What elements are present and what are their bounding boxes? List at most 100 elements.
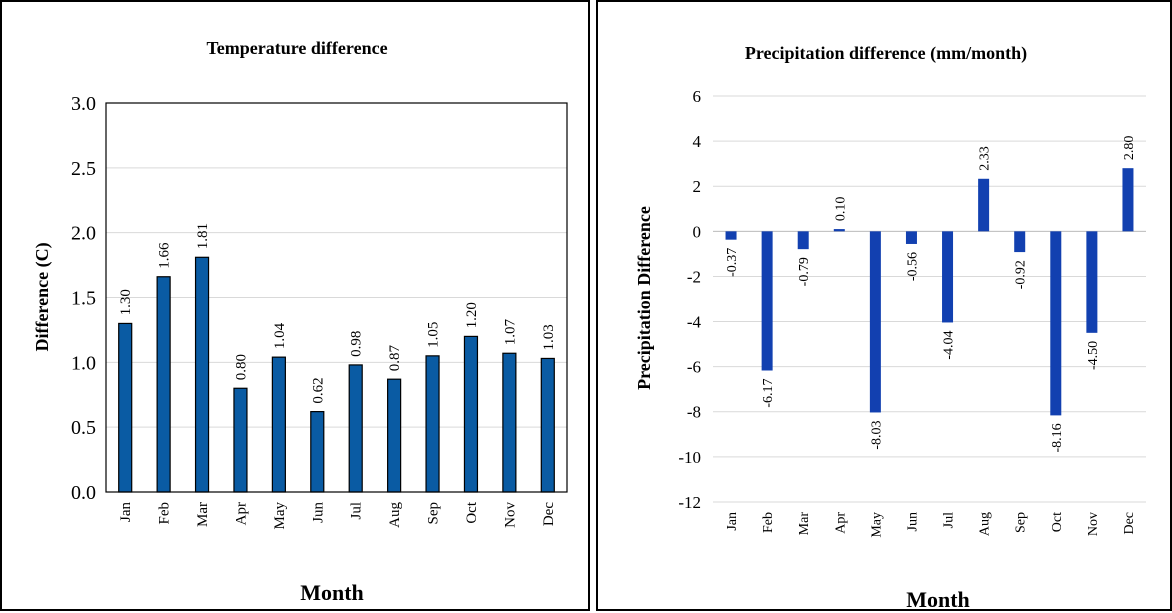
x-tick-label: Jan xyxy=(118,502,134,522)
data-label: 1.07 xyxy=(502,319,518,346)
data-label: 0.80 xyxy=(233,354,249,380)
y-tick-label: 2.0 xyxy=(71,223,96,245)
data-label: -0.92 xyxy=(1014,260,1029,289)
temperature-chart-panel: Temperature difference Month Difference … xyxy=(0,0,590,611)
y-tick-label: 0 xyxy=(693,222,702,241)
bar-dec xyxy=(1122,168,1134,232)
y-tick-label: -4 xyxy=(687,313,702,332)
bar-apr xyxy=(233,387,248,493)
x-tick-label: Apr xyxy=(833,512,848,534)
temperature-chart: Temperature difference Month Difference … xyxy=(32,38,568,605)
precipitation-chart-x-axis-label: Month xyxy=(906,587,970,612)
x-tick-label: May xyxy=(272,502,288,530)
y-tick-label: 2.5 xyxy=(71,158,96,180)
y-tick-label: 3.0 xyxy=(71,93,96,115)
bar-jul xyxy=(348,364,363,493)
x-tick-label: Jul xyxy=(942,512,957,528)
bar-jun xyxy=(310,411,325,493)
x-tick-label: Sep xyxy=(1014,512,1029,533)
x-tick-label: Jun xyxy=(310,502,326,523)
data-label: -8.03 xyxy=(869,420,884,449)
precipitation-chart: Precipitation difference (mm/month) Mont… xyxy=(634,43,1146,612)
bar-oct xyxy=(1050,231,1062,416)
x-tick-label: Oct xyxy=(464,501,480,523)
y-tick-label: 2 xyxy=(693,177,702,196)
data-label: 0.98 xyxy=(349,331,365,357)
y-tick-label: 4 xyxy=(693,132,702,151)
precipitation-chart-title: Precipitation difference (mm/month) xyxy=(745,43,1027,64)
x-tick-label: Feb xyxy=(157,502,173,525)
x-tick-label: Nov xyxy=(1086,512,1101,536)
bar-may xyxy=(869,231,881,413)
x-tick-label: Jun xyxy=(905,512,920,531)
x-tick-label: Sep xyxy=(426,502,442,525)
data-label: 1.05 xyxy=(426,322,442,348)
bar-apr xyxy=(833,229,845,232)
y-tick-label: 0.0 xyxy=(71,482,96,504)
x-tick-label: Apr xyxy=(233,502,249,525)
bar-aug xyxy=(387,378,402,493)
data-label: -4.50 xyxy=(1086,341,1101,370)
y-tick-label: -12 xyxy=(678,493,701,512)
data-label: 0.87 xyxy=(387,344,403,371)
temperature-plot-frame xyxy=(105,102,568,493)
x-tick-label: Aug xyxy=(387,502,403,528)
x-tick-label: Mar xyxy=(797,512,812,536)
y-tick-label: -10 xyxy=(678,448,701,467)
y-tick-label: 1.5 xyxy=(71,288,96,310)
x-tick-label: Dec xyxy=(541,502,557,526)
data-label: 1.20 xyxy=(464,302,480,328)
data-label: -0.79 xyxy=(797,257,812,286)
bar-may xyxy=(271,356,286,493)
y-tick-label: -8 xyxy=(687,403,701,422)
data-label: 1.30 xyxy=(118,289,134,315)
data-label: 1.66 xyxy=(157,242,173,269)
x-tick-label: Nov xyxy=(502,502,518,528)
bar-nov xyxy=(502,352,517,493)
bar-feb xyxy=(761,231,773,371)
data-label: 1.03 xyxy=(541,324,557,350)
bar-nov xyxy=(1086,231,1098,333)
data-label: -0.56 xyxy=(905,252,920,281)
precipitation-chart-y-axis-label: Precipitation Difference xyxy=(634,206,654,390)
bar-jul xyxy=(942,231,954,323)
data-label: 2.80 xyxy=(1122,136,1137,161)
x-tick-label: Dec xyxy=(1122,512,1137,535)
temperature-chart-x-axis-label: Month xyxy=(300,580,364,605)
bar-jan xyxy=(725,231,737,240)
bar-jun xyxy=(905,231,917,244)
temperature-chart-y-axis-label: Difference (C) xyxy=(32,242,53,351)
data-label: 1.81 xyxy=(195,223,211,249)
data-label: 0.62 xyxy=(310,377,326,403)
x-tick-label: May xyxy=(869,512,884,538)
x-tick-label: Oct xyxy=(1050,512,1065,532)
bar-mar xyxy=(194,256,210,493)
bar-sep xyxy=(425,355,440,493)
y-tick-label: 1.0 xyxy=(71,352,96,374)
data-label: 1.04 xyxy=(272,322,288,349)
bar-jan xyxy=(118,322,133,493)
data-label: -6.17 xyxy=(761,379,776,408)
x-tick-label: Jan xyxy=(725,512,740,531)
bar-oct xyxy=(463,335,479,493)
x-tick-label: Jul xyxy=(349,502,365,520)
bar-dec xyxy=(540,357,555,493)
data-label: -4.04 xyxy=(942,330,957,359)
y-tick-label: 6 xyxy=(693,87,702,106)
x-tick-label: Feb xyxy=(761,512,776,533)
bar-sep xyxy=(1014,231,1026,253)
bar-mar xyxy=(797,231,809,250)
data-label: 0.10 xyxy=(833,197,848,222)
y-tick-label: -2 xyxy=(687,267,701,286)
precipitation-chart-panel: Precipitation difference (mm/month) Mont… xyxy=(596,0,1172,612)
data-label: -0.37 xyxy=(725,248,740,277)
y-tick-label: -6 xyxy=(687,358,701,377)
data-label: 2.33 xyxy=(978,146,993,171)
bar-feb xyxy=(156,276,171,493)
y-tick-label: 0.5 xyxy=(71,417,96,439)
bar-aug xyxy=(978,178,990,232)
x-tick-label: Mar xyxy=(195,502,211,527)
data-label: -8.16 xyxy=(1050,423,1065,452)
temperature-chart-title: Temperature difference xyxy=(206,38,387,58)
x-tick-label: Aug xyxy=(978,512,993,536)
